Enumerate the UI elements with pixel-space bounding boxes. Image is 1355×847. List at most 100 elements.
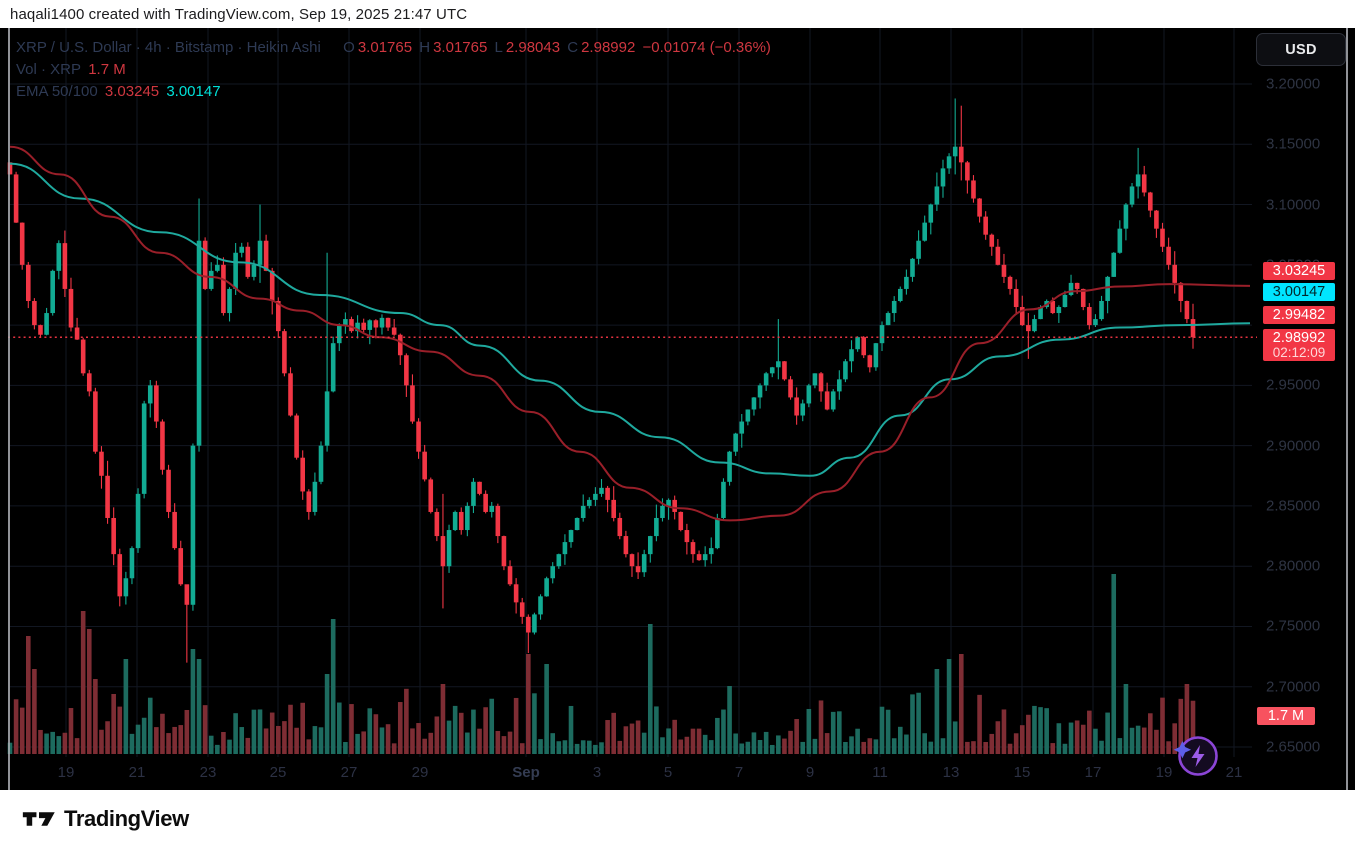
volume-bar [410, 728, 415, 754]
volume-bar [1129, 727, 1135, 754]
time-tick-label: 11 [872, 764, 888, 781]
volume-bar [654, 706, 659, 754]
candle-body [196, 240, 202, 446]
candle-body [818, 373, 824, 392]
volume-bar [458, 712, 464, 754]
candle-body [1172, 264, 1178, 283]
symbol-legend-row[interactable]: XRP / U.S. Dollar · 4h · Bitstamp · Heik… [16, 37, 774, 59]
volume-bar [782, 738, 787, 754]
candle-body [446, 530, 452, 567]
candle-body [977, 198, 982, 217]
volume-bar [885, 709, 891, 754]
volume-bar [946, 659, 952, 754]
volume-bar [1117, 738, 1123, 754]
ema50-price-label: 3.03245 [1263, 262, 1335, 280]
volume-bar [623, 726, 629, 754]
candle-body [13, 174, 19, 223]
candle-body [1117, 228, 1123, 253]
volume-bar [507, 731, 513, 754]
candle-body [1032, 319, 1037, 332]
candle-body [952, 146, 958, 157]
candle-body [526, 616, 531, 633]
candle-body [343, 319, 348, 326]
volume-bar [1135, 725, 1141, 754]
volume-bar [111, 694, 116, 754]
candle-body [80, 339, 86, 374]
volume-bar [1111, 574, 1117, 754]
sparkle-star-icon [1173, 741, 1192, 759]
candle-body [1019, 307, 1025, 326]
chart-legend: XRP / U.S. Dollar · 4h · Bitstamp · Heik… [16, 37, 774, 103]
candle-body [1178, 282, 1184, 301]
volume-bar [684, 736, 690, 754]
currency-toggle-button[interactable]: USD [1256, 33, 1346, 66]
volume-bar [702, 734, 708, 754]
candle-body [989, 234, 995, 247]
candle-body [263, 240, 269, 271]
candle-body [129, 548, 135, 579]
time-tick-label: 19 [1155, 764, 1173, 781]
volume-legend-row[interactable]: Vol · XRP 1.7 M [16, 59, 774, 81]
candle-body [452, 511, 458, 531]
boost-lightning-button[interactable] [1173, 733, 1219, 779]
volume-bar [708, 740, 714, 754]
volume-bar [404, 688, 409, 754]
price-axis[interactable]: 3.200003.150003.100003.050002.950002.900… [1252, 28, 1355, 758]
candle-body [1135, 174, 1141, 187]
attribution-text: haqali1400 created with TradingView.com,… [10, 5, 468, 23]
candle-body [1050, 300, 1056, 314]
candle-body [721, 481, 726, 518]
tradingview-logo[interactable]: TradingView [22, 806, 189, 832]
candle-body [995, 246, 1001, 265]
candle-body [666, 499, 671, 506]
volume-bar [910, 694, 915, 754]
candle-body [1105, 276, 1110, 301]
time-tick-label: 7 [734, 764, 744, 781]
volume-bar [50, 731, 55, 754]
candle-body [166, 469, 171, 512]
time-tick-label: 13 [942, 764, 960, 781]
low-label: L [494, 39, 503, 56]
volume-bar [25, 636, 31, 754]
tradingview-logo-icon [22, 811, 55, 826]
volume-bar [489, 698, 495, 754]
candle-body [489, 505, 495, 512]
volume-bar [830, 711, 836, 754]
candle-body [940, 168, 946, 187]
time-tick-label: 17 [1084, 764, 1102, 781]
volume-bar [562, 740, 568, 754]
volume-bar [818, 700, 824, 754]
volume-bar [1190, 700, 1196, 754]
candle-body [44, 313, 49, 335]
volume-bar [1032, 705, 1037, 754]
candle-body [495, 505, 501, 537]
candle-body [983, 216, 988, 235]
volume-bar [1148, 713, 1153, 754]
volume-bar [1184, 684, 1190, 754]
volume-bar [1123, 684, 1129, 754]
candle-body [300, 457, 306, 492]
volume-bar [471, 709, 476, 754]
time-axis[interactable]: 19 21 23 25 27 29 Sep 3 5 7 9 11 13 15 17 19 21 [0, 758, 1355, 790]
time-tick-label: 15 [1013, 764, 1031, 781]
candle-body [336, 325, 342, 344]
volume-bar [995, 721, 1001, 754]
volume-bar [696, 728, 702, 754]
candle-body [288, 373, 293, 416]
candlestick-chart[interactable] [0, 28, 1355, 790]
volume-bar [160, 713, 165, 754]
candle-body [416, 421, 421, 452]
ema-legend-row[interactable]: EMA 50/100 3.03245 3.00147 [16, 81, 774, 103]
candle-body [745, 409, 751, 422]
candle-body [215, 264, 220, 271]
candle-body [1166, 246, 1171, 265]
volume-bar [904, 734, 909, 754]
candle-body [550, 566, 556, 579]
candle-body [647, 536, 653, 555]
candle-body [544, 578, 549, 597]
volume-bar [99, 729, 104, 754]
time-tick-label: 5 [663, 764, 673, 781]
candle-body [1148, 192, 1153, 211]
volume-bar [800, 741, 806, 754]
candle-body [202, 240, 208, 289]
